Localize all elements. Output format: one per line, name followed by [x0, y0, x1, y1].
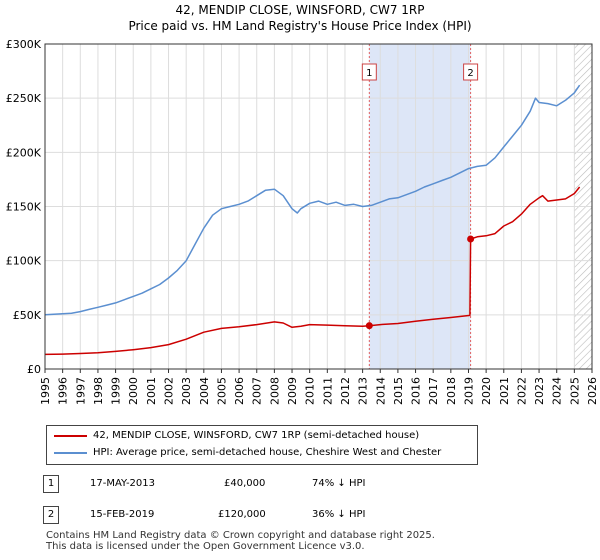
x-tick-label: 2021: [498, 377, 511, 405]
y-tick-label: £0: [27, 363, 41, 376]
price-chart: £0 £50K £100K £150K £200K £250K £300K 1995 1996 1…: [6, 38, 599, 405]
transaction-price: £120,000: [218, 509, 266, 520]
transaction-date: 15-FEB-2019: [90, 509, 155, 520]
x-tick-label: 2009: [286, 377, 299, 405]
footer-licence: This data is licensed under the Open Gov…: [46, 541, 365, 552]
chart-legend: 42, MENDIP CLOSE, WINSFORD, CW7 1RP (sem…: [46, 425, 478, 465]
x-tick-label: 2008: [268, 377, 281, 405]
x-tick-label: 1996: [57, 377, 70, 405]
transaction-row: 1 17-MAY-2013 £40,000 74% ↓ HPI: [0, 475, 600, 497]
x-tick-label: 2016: [410, 377, 423, 405]
x-tick-label: 2000: [127, 377, 140, 405]
x-tick-label: 2007: [251, 377, 264, 405]
legend-line-hpi: [54, 452, 87, 454]
sale-annotation-box: 1: [361, 63, 377, 81]
x-tick-label: 1995: [39, 377, 52, 405]
x-tick-label: 2015: [392, 377, 405, 405]
hpi-series-line: [44, 84, 581, 316]
x-tick-label: 2014: [374, 377, 387, 405]
y-tick-label: £100K: [6, 255, 42, 268]
sale-annotation-box: 2: [463, 63, 479, 81]
x-tick-label: 2004: [198, 377, 211, 405]
x-tick-label: 2025: [568, 377, 581, 405]
legend-line-price: [54, 435, 87, 437]
x-tick-label: 1997: [74, 377, 87, 405]
transaction-number-badge: 2: [43, 506, 59, 524]
chart-title: 42, MENDIP CLOSE, WINSFORD, CW7 1RP: [175, 3, 425, 17]
x-tick-label: 2003: [180, 377, 193, 405]
footer: Contains HM Land Registry data © Crown c…: [46, 530, 435, 552]
legend-label-hpi: HPI: Average price, semi-detached house,…: [93, 447, 442, 458]
x-tick-label: 2024: [551, 377, 564, 405]
x-tick-label: 2006: [233, 377, 246, 405]
x-tick-label: 2012: [339, 377, 352, 405]
plot-frame: [44, 43, 593, 370]
x-tick-label: 1999: [110, 377, 123, 405]
x-tick-label: 2026: [586, 377, 599, 405]
transaction-price: £40,000: [224, 478, 266, 489]
x-tick-label: 2001: [145, 377, 158, 405]
chart-subtitle: Price paid vs. HM Land Registry's House …: [128, 19, 472, 33]
y-tick-label: £200K: [6, 146, 42, 159]
y-tick-label: £150K: [6, 201, 42, 214]
annotation-box-frame: [361, 63, 377, 81]
x-tick-label: 2005: [215, 377, 228, 405]
y-tick-label: £300K: [6, 38, 42, 51]
x-tick-label: 2002: [163, 377, 176, 405]
x-tick-label: 2017: [427, 377, 440, 405]
x-tick-label: 2023: [533, 377, 546, 405]
annotation-box-label: 1: [366, 68, 372, 79]
x-tick-label: 2013: [357, 377, 370, 405]
sale-point: [467, 235, 475, 243]
x-tick-label: 2022: [515, 377, 528, 405]
x-tick-label: 1998: [92, 377, 105, 405]
sale-point: [365, 322, 373, 330]
legend-label-price: 42, MENDIP CLOSE, WINSFORD, CW7 1RP (sem…: [93, 430, 420, 441]
footer-copyright: Contains HM Land Registry data © Crown c…: [46, 530, 435, 541]
transaction-number-badge: 1: [43, 475, 59, 493]
x-tick-label: 2019: [462, 377, 475, 405]
x-tick-label: 2018: [445, 377, 458, 405]
y-tick-label: £50K: [13, 309, 42, 322]
transaction-hpi-diff: 36% ↓ HPI: [312, 509, 366, 520]
x-tick-label: 2020: [480, 377, 493, 405]
x-tick-label: 2010: [304, 377, 317, 405]
annotation-box-frame: [463, 63, 479, 81]
transaction-date: 17-MAY-2013: [90, 478, 156, 489]
annotation-box-label: 2: [467, 68, 473, 79]
transaction-row: 2 15-FEB-2019 £120,000 36% ↓ HPI: [0, 506, 600, 528]
y-tick-label: £250K: [6, 92, 42, 105]
x-tick-label: 2011: [321, 377, 334, 405]
transaction-hpi-diff: 74% ↓ HPI: [312, 478, 366, 489]
